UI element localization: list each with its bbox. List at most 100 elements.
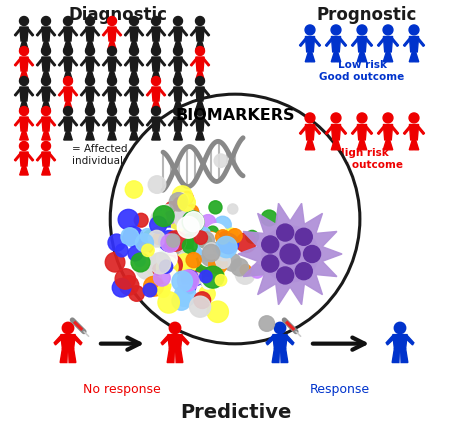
- Circle shape: [169, 193, 188, 211]
- Circle shape: [166, 236, 184, 254]
- Polygon shape: [190, 28, 197, 36]
- Polygon shape: [59, 28, 65, 36]
- Polygon shape: [60, 349, 67, 363]
- Circle shape: [64, 77, 73, 85]
- Circle shape: [240, 283, 256, 299]
- Circle shape: [195, 17, 204, 25]
- Circle shape: [236, 265, 255, 284]
- Polygon shape: [74, 336, 82, 345]
- Circle shape: [194, 236, 213, 255]
- Polygon shape: [177, 41, 182, 50]
- Circle shape: [119, 276, 139, 295]
- Text: Predictive: Predictive: [180, 403, 292, 422]
- Polygon shape: [15, 153, 21, 161]
- Circle shape: [42, 141, 51, 151]
- Circle shape: [184, 217, 196, 230]
- Circle shape: [148, 176, 166, 193]
- Polygon shape: [86, 41, 90, 50]
- Circle shape: [175, 254, 196, 275]
- Polygon shape: [196, 101, 200, 110]
- Polygon shape: [93, 28, 100, 36]
- Polygon shape: [357, 36, 367, 52]
- Polygon shape: [80, 28, 87, 36]
- Circle shape: [85, 46, 94, 56]
- Circle shape: [197, 227, 211, 241]
- Polygon shape: [190, 59, 197, 66]
- Polygon shape: [90, 41, 94, 50]
- Polygon shape: [169, 88, 175, 96]
- Polygon shape: [159, 119, 166, 126]
- Polygon shape: [42, 71, 46, 80]
- Circle shape: [303, 246, 320, 262]
- Polygon shape: [46, 71, 51, 80]
- Circle shape: [171, 220, 184, 232]
- Polygon shape: [71, 59, 77, 66]
- Circle shape: [174, 17, 183, 25]
- Circle shape: [200, 215, 216, 230]
- Polygon shape: [108, 101, 112, 110]
- Polygon shape: [42, 166, 46, 175]
- Circle shape: [202, 244, 220, 261]
- Circle shape: [152, 106, 160, 116]
- Polygon shape: [115, 28, 122, 36]
- Polygon shape: [159, 88, 166, 96]
- Polygon shape: [238, 203, 342, 305]
- Circle shape: [214, 154, 228, 167]
- Polygon shape: [20, 27, 28, 41]
- Polygon shape: [365, 126, 372, 134]
- Circle shape: [216, 254, 230, 268]
- Polygon shape: [391, 126, 398, 134]
- Circle shape: [262, 236, 279, 253]
- Polygon shape: [299, 38, 307, 46]
- Polygon shape: [146, 59, 153, 66]
- Polygon shape: [174, 117, 182, 131]
- Polygon shape: [378, 38, 385, 46]
- Polygon shape: [42, 57, 50, 71]
- Circle shape: [195, 77, 204, 85]
- Polygon shape: [196, 57, 204, 71]
- Circle shape: [153, 206, 174, 226]
- Polygon shape: [409, 124, 419, 140]
- Circle shape: [199, 235, 211, 248]
- Circle shape: [190, 296, 211, 317]
- Polygon shape: [20, 117, 28, 131]
- Circle shape: [161, 254, 182, 276]
- Circle shape: [153, 269, 170, 286]
- Circle shape: [173, 255, 189, 271]
- Polygon shape: [336, 140, 341, 150]
- Polygon shape: [159, 59, 166, 66]
- Circle shape: [142, 244, 154, 257]
- Circle shape: [64, 17, 73, 25]
- Circle shape: [152, 237, 166, 250]
- Polygon shape: [71, 119, 77, 126]
- Polygon shape: [339, 38, 346, 46]
- Polygon shape: [64, 101, 68, 110]
- Polygon shape: [102, 88, 109, 96]
- Circle shape: [174, 106, 183, 116]
- Polygon shape: [64, 117, 72, 131]
- Circle shape: [202, 277, 214, 289]
- Polygon shape: [203, 119, 210, 126]
- Polygon shape: [280, 349, 288, 363]
- Circle shape: [196, 241, 216, 261]
- Polygon shape: [200, 41, 204, 50]
- Circle shape: [182, 211, 204, 233]
- Polygon shape: [156, 101, 160, 110]
- Polygon shape: [130, 57, 138, 71]
- Circle shape: [174, 77, 183, 85]
- Polygon shape: [93, 59, 100, 66]
- Circle shape: [175, 258, 188, 271]
- Polygon shape: [36, 153, 43, 161]
- Circle shape: [277, 224, 294, 241]
- Circle shape: [228, 204, 238, 214]
- Circle shape: [160, 260, 173, 273]
- Polygon shape: [176, 349, 183, 363]
- Circle shape: [42, 106, 51, 116]
- Polygon shape: [27, 119, 34, 126]
- Circle shape: [183, 213, 196, 226]
- Circle shape: [184, 212, 204, 232]
- Polygon shape: [181, 28, 187, 36]
- Polygon shape: [115, 59, 122, 66]
- Circle shape: [196, 257, 209, 269]
- Polygon shape: [305, 36, 315, 52]
